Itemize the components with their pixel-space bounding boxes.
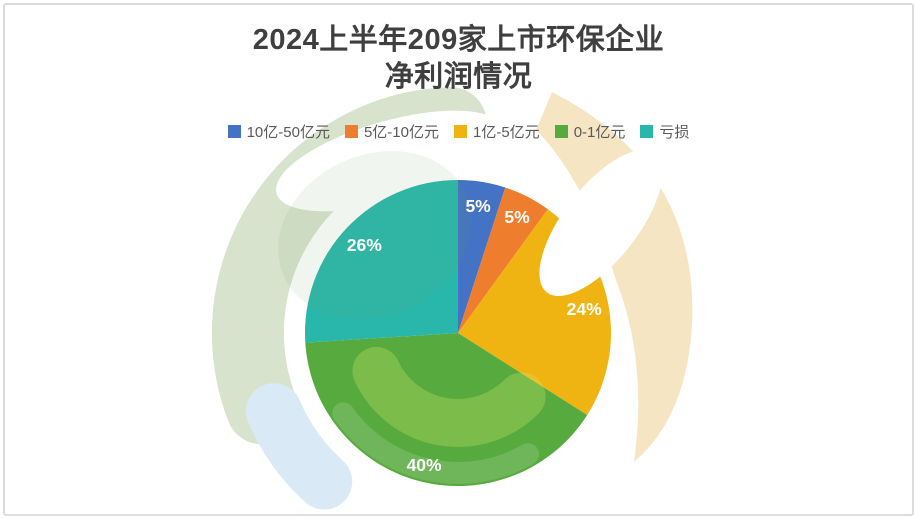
pie-slice-label: 24%: [567, 299, 602, 319]
olive-arc-over-green: [352, 347, 546, 447]
pie-slice-label: 5%: [465, 196, 491, 216]
legend-swatch: [554, 125, 568, 138]
pie-slice-0-1亿元: [305, 333, 588, 487]
legend-item-4: 亏损: [640, 121, 689, 142]
chart-legend: 10亿-50亿元 5亿-10亿元 1亿-5亿元 0-1亿元 亏损: [0, 121, 917, 142]
legend-label: 1亿-5亿元: [473, 124, 540, 141]
watermark-white-swirl-topleft: [276, 110, 504, 212]
chart-title-line-2: 净利润情况: [384, 61, 533, 93]
legend-label: 10亿-50亿元: [246, 124, 330, 141]
legend-swatch: [454, 125, 467, 138]
pie-slice-10亿-50亿元: [458, 180, 506, 333]
legend-label: 0-1亿元: [573, 124, 626, 141]
white-band-over-green: [332, 402, 539, 484]
watermark-blue-leaf: [245, 383, 353, 510]
pie-slice-label: 26%: [347, 235, 382, 255]
white-swirl-over-topright: [539, 150, 663, 296]
sage-tint-over-teal: [278, 151, 472, 319]
pie-slice-5亿-10亿元: [458, 187, 548, 333]
legend-swatch: [227, 125, 241, 138]
legend-label: 亏损: [659, 124, 690, 141]
legend-label: 5亿-10亿元: [363, 124, 439, 141]
legend-swatch: [344, 125, 358, 138]
legend-item-3: 0-1亿元: [554, 121, 626, 142]
chart-title-line-1: 2024上半年209家上市环保企业: [252, 24, 665, 56]
pie-slice-label: 40%: [407, 455, 442, 475]
pie-labels: 5% 5% 24% 40% 26%: [347, 196, 602, 475]
legend-item-0: 10亿-50亿元: [227, 121, 330, 142]
legend-item-1: 5亿-10亿元: [344, 121, 439, 142]
legend-swatch: [640, 125, 654, 138]
pie-slice-label: 5%: [504, 207, 530, 227]
watermark-overlays: [278, 150, 663, 484]
legend-item-2: 1亿-5亿元: [454, 121, 540, 142]
chart-title: 2024上半年209家上市环保企业 净利润情况: [0, 22, 917, 96]
pie-slice-亏损: [304, 180, 458, 343]
